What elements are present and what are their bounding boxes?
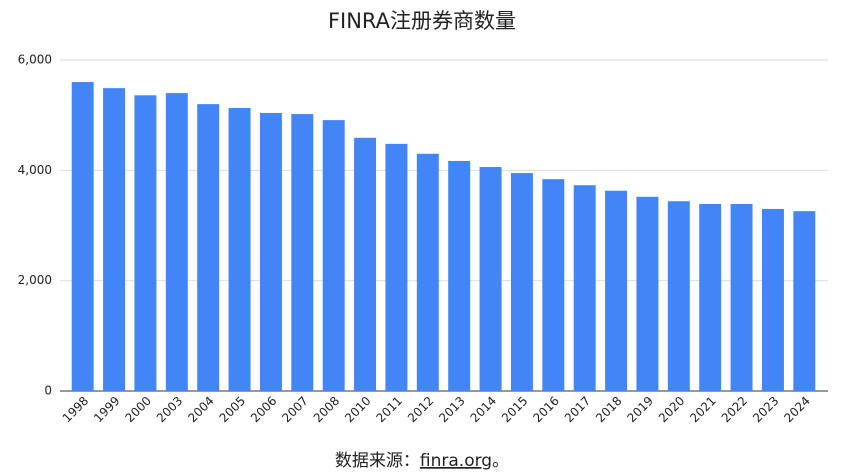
y-tick-label: 6,000 — [18, 53, 52, 67]
x-tick-label: 1999 — [91, 394, 122, 425]
bar — [667, 201, 690, 391]
x-tick-label: 2021 — [687, 394, 718, 425]
bar — [573, 185, 596, 391]
x-tick-label: 2016 — [530, 394, 561, 425]
bar — [165, 93, 188, 391]
bar — [259, 112, 282, 392]
x-tick-label: 2014 — [468, 394, 499, 425]
bar — [636, 196, 659, 391]
y-tick-label: 4,000 — [18, 163, 52, 177]
bar — [354, 137, 377, 391]
x-tick-label: 2004 — [185, 394, 216, 425]
source-end: 。 — [492, 451, 509, 471]
source-link[interactable]: finra.org — [420, 451, 492, 471]
x-tick-label: 2005 — [217, 394, 248, 425]
x-tick-label: 2024 — [781, 394, 812, 425]
x-tick-label: 2007 — [279, 394, 310, 425]
bar — [699, 203, 722, 391]
x-tick-label: 2013 — [436, 394, 467, 425]
x-tick-label: 2020 — [656, 394, 687, 425]
bar — [71, 82, 94, 392]
x-tick-label: 2019 — [625, 394, 656, 425]
bar — [291, 114, 314, 392]
x-tick-label: 2018 — [593, 394, 624, 425]
bar — [385, 143, 408, 391]
y-tick-label: 0 — [44, 384, 52, 398]
bar — [228, 107, 251, 392]
bar — [322, 120, 345, 392]
x-tick-label: 2011 — [374, 394, 405, 425]
bar — [448, 160, 471, 391]
bar — [605, 190, 628, 391]
bar — [416, 153, 439, 391]
x-tick-label: 2000 — [123, 394, 154, 425]
y-tick-label: 2,000 — [18, 273, 52, 287]
chart-title: FINRA注册券商数量 — [328, 9, 516, 33]
bar — [103, 88, 126, 391]
source-label: 数据来源： — [335, 451, 420, 471]
x-tick-label: 2012 — [405, 394, 436, 425]
x-tick-label: 2017 — [562, 394, 593, 425]
x-tick-label: 1998 — [60, 394, 91, 425]
x-tick-label: 2006 — [248, 394, 279, 425]
bar — [134, 95, 157, 391]
bar — [793, 211, 816, 391]
bar — [542, 179, 565, 391]
bar — [479, 167, 502, 391]
bar — [197, 104, 220, 391]
x-tick-label: 2023 — [750, 394, 781, 425]
source: 数据来源：finra.org。 — [335, 451, 509, 471]
x-tick-label: 2008 — [311, 394, 342, 425]
x-tick-label: 2003 — [154, 394, 185, 425]
bar — [761, 208, 784, 391]
bar — [730, 203, 753, 391]
x-tick-label: 2022 — [719, 394, 750, 425]
x-tick-label: 2010 — [342, 394, 373, 425]
x-tick-label: 2015 — [499, 394, 530, 425]
bar — [510, 173, 533, 391]
